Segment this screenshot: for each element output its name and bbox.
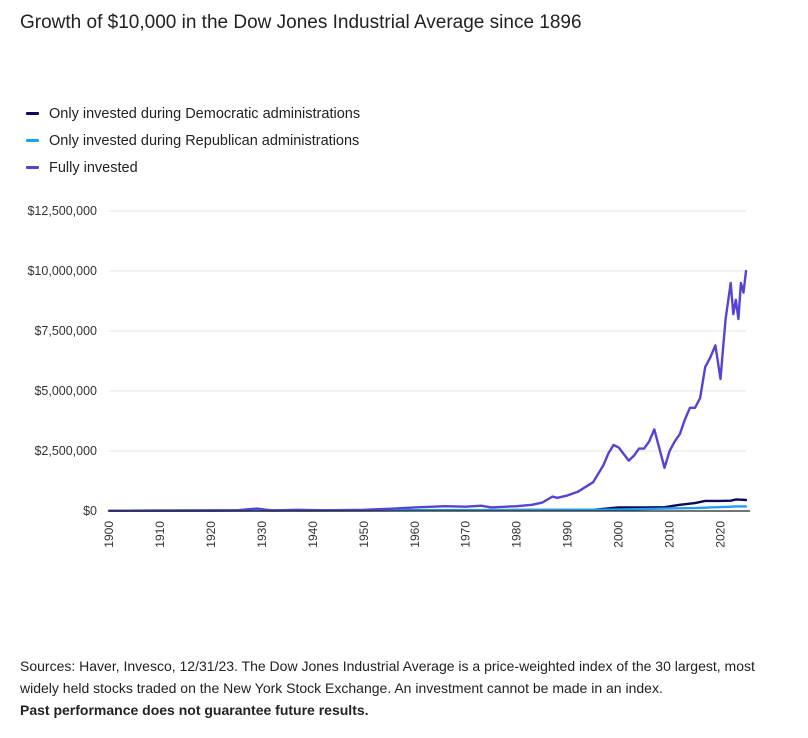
x-tick-label: 1950 [357, 521, 371, 548]
x-tick-label: 1960 [408, 521, 422, 548]
x-tick-label: 2000 [612, 521, 626, 548]
legend-label-democratic: Only invested during Democratic administ… [49, 105, 361, 122]
x-tick-label: 1990 [561, 521, 575, 548]
legend-item-democratic: Only invested during Democratic administ… [26, 100, 360, 127]
legend-item-fully-invested: Fully invested [26, 154, 360, 181]
legend-label-fully-invested: Fully invested [49, 159, 138, 176]
y-tick-label: $0 [83, 504, 97, 518]
series-line-fully-invested [107, 269, 748, 512]
x-tick-label: 2020 [714, 521, 728, 548]
line-chart: $0 $2,500,000 $5,000,000 $7,500,000 $10,000,… [27, 204, 750, 548]
y-tick-label: $7,500,000 [34, 324, 97, 338]
chart-legend: Only invested during Democratic administ… [26, 100, 360, 181]
x-tick-label: 2010 [663, 521, 677, 548]
x-tick-label: 1910 [153, 521, 167, 548]
chart-footer: Sources: Haver, Invesco, 12/31/23. The D… [20, 655, 790, 721]
disclaimer-note: Past performance does not guarantee futu… [20, 702, 369, 718]
sources-note: Sources: Haver, Invesco, 12/31/23. The D… [20, 658, 755, 696]
y-tick-label: $2,500,000 [34, 444, 97, 458]
x-tick-label: 1940 [306, 521, 320, 548]
y-tick-label: $12,500,000 [27, 204, 97, 218]
chart-title: Growth of $10,000 in the Dow Jones Indus… [20, 12, 582, 33]
x-tick-label: 1900 [102, 521, 116, 548]
legend-swatch-democratic [26, 112, 39, 115]
y-tick-label: $5,000,000 [34, 384, 97, 398]
x-tick-label: 1930 [255, 521, 269, 548]
legend-label-republican: Only invested during Republican administ… [49, 132, 360, 149]
y-tick-label: $10,000,000 [27, 264, 97, 278]
x-tick-label: 1920 [204, 521, 218, 548]
legend-item-republican: Only invested during Republican administ… [26, 127, 360, 154]
legend-swatch-fully-invested [26, 166, 39, 169]
legend-swatch-republican [26, 139, 39, 142]
x-tick-label: 1980 [510, 521, 524, 548]
x-tick-label: 1970 [459, 521, 473, 548]
